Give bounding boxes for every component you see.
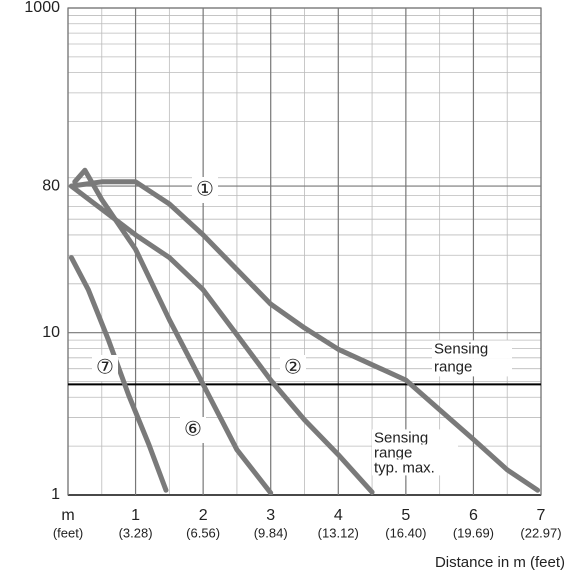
x-tick-sublabel: (16.40) <box>385 525 426 540</box>
x-tick-sublabel: (19.69) <box>453 525 494 540</box>
x-tick-sublabel: (9.84) <box>254 525 288 540</box>
y-tick-label: 1000 <box>24 0 60 16</box>
x-tick-label: 1 <box>131 507 140 524</box>
x-tick-label: 6 <box>469 507 478 524</box>
x-tick-sublabel: (22.97) <box>520 525 561 540</box>
label-bg <box>92 355 118 381</box>
x-tick-label: m <box>61 507 74 524</box>
y-tick-label: 1 <box>51 486 60 503</box>
x-tick-label: 7 <box>537 507 546 524</box>
series-line <box>72 167 274 496</box>
threshold-label: Sensing <box>434 340 488 357</box>
label-bg <box>192 177 218 203</box>
plot-frame <box>67 7 542 496</box>
series-label: ⑦ <box>96 356 114 378</box>
x-tick-label: 5 <box>401 507 410 524</box>
series-label: ① <box>196 178 214 200</box>
threshold-max-label: range <box>374 444 412 461</box>
x-tick-label: 2 <box>199 507 208 524</box>
threshold-label: range <box>434 358 472 375</box>
label-bg <box>432 340 512 359</box>
series-label: ⑥ <box>184 418 202 440</box>
x-axis-label: Distance in m (feet) <box>435 554 565 571</box>
series-line <box>68 183 375 495</box>
label-bg <box>372 444 458 461</box>
threshold-max-label: typ. max. <box>374 459 435 476</box>
x-tick-sublabel: (feet) <box>53 525 83 540</box>
label-bg <box>280 355 306 381</box>
series-line <box>68 255 169 493</box>
label-bg <box>372 429 458 446</box>
x-tick-label: 3 <box>266 507 275 524</box>
series-label: ② <box>284 356 302 378</box>
y-tick-label: 10 <box>42 324 60 341</box>
label-bg <box>432 358 512 377</box>
x-tick-sublabel: (6.56) <box>186 525 220 540</box>
series-line <box>68 179 541 493</box>
label-bg <box>180 417 206 443</box>
label-bg <box>372 459 458 476</box>
y-tick-label: 80 <box>42 177 60 194</box>
x-tick-sublabel: (13.12) <box>318 525 359 540</box>
threshold-max-label: Sensing <box>374 429 428 446</box>
x-tick-sublabel: (3.28) <box>119 525 153 540</box>
x-tick-label: 4 <box>334 507 343 524</box>
